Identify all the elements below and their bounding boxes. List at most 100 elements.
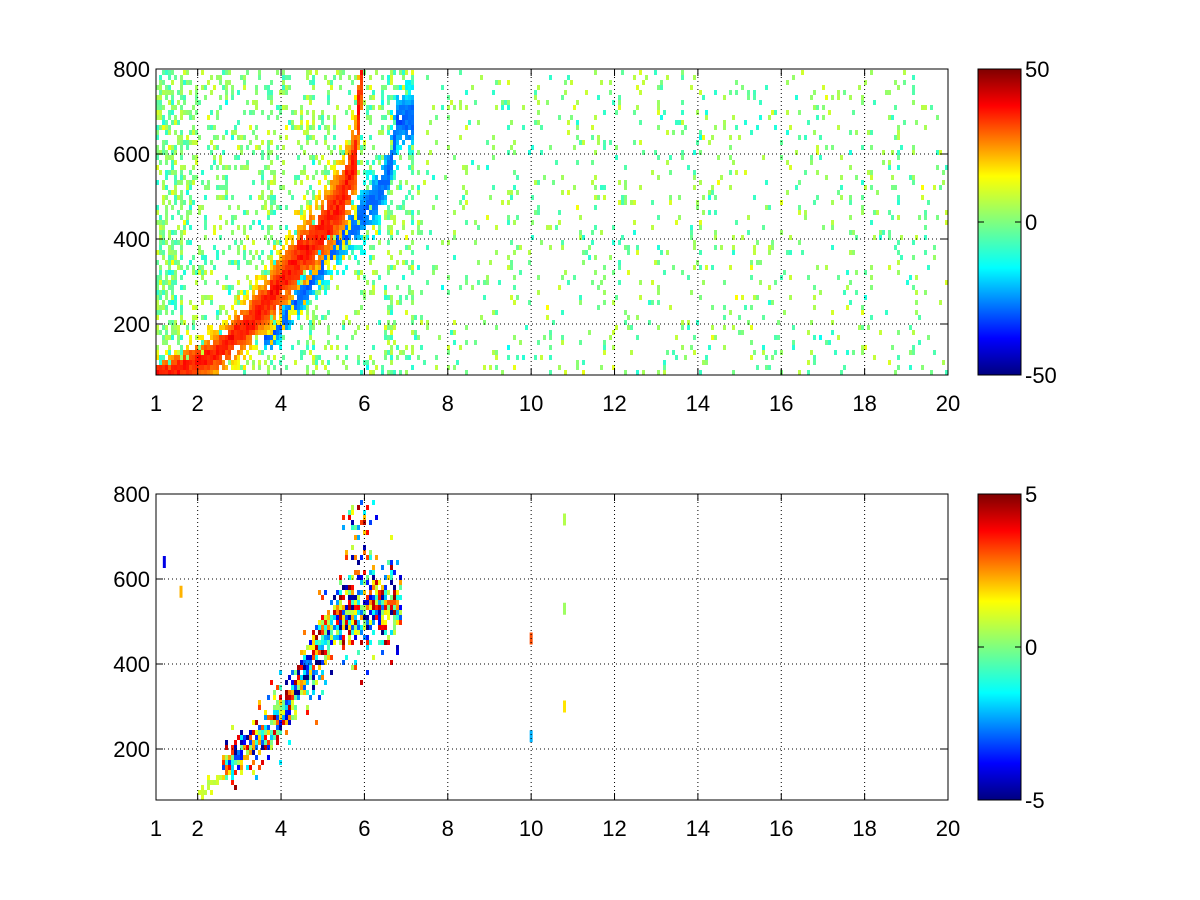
top-heatmap-cell bbox=[285, 320, 288, 325]
top-heatmap-cell bbox=[381, 180, 384, 185]
top-heatmap-cell bbox=[420, 345, 423, 350]
bottom-heatmap-cell bbox=[285, 710, 288, 715]
bottom-heatmap-cell bbox=[309, 670, 312, 675]
top-heatmap-cell bbox=[360, 80, 363, 85]
bottom-heatmap-cell bbox=[246, 735, 249, 740]
top-heatmap-cell bbox=[678, 195, 681, 200]
bottom-heatmap-cell bbox=[366, 605, 369, 610]
top-heatmap-cell bbox=[900, 235, 903, 240]
top-heatmap-cell bbox=[699, 220, 702, 225]
top-heatmap-cell bbox=[354, 170, 357, 175]
top-heatmap-cell bbox=[357, 195, 360, 200]
bottom-heatmap-cell bbox=[381, 600, 384, 605]
bottom-heatmap-cell bbox=[315, 670, 318, 675]
top-heatmap-cell bbox=[312, 135, 315, 140]
top-heatmap-cell bbox=[315, 195, 318, 200]
bottom-heatmap-cell bbox=[282, 720, 285, 725]
top-heatmap-cell bbox=[189, 260, 192, 265]
top-heatmap-cell bbox=[657, 300, 660, 305]
top-heatmap-cell bbox=[300, 355, 303, 360]
top-heatmap-cell bbox=[336, 160, 339, 165]
top-heatmap-cell bbox=[303, 270, 306, 275]
top-heatmap-cell bbox=[276, 240, 279, 245]
top-heatmap-cell bbox=[411, 170, 414, 175]
top-heatmap-cell bbox=[267, 320, 270, 325]
top-y-tick-label: 800 bbox=[113, 57, 150, 82]
bottom-heatmap-cell bbox=[354, 610, 357, 615]
top-heatmap-cell bbox=[591, 125, 594, 130]
bottom-heatmap-cell bbox=[399, 595, 402, 600]
top-heatmap-cell bbox=[264, 265, 267, 270]
bottom-heatmap-cell bbox=[285, 695, 288, 700]
top-heatmap-cell bbox=[195, 95, 198, 100]
bottom-heatmap-cell bbox=[294, 685, 297, 690]
bottom-heatmap-cell bbox=[333, 605, 336, 610]
top-heatmap-cell bbox=[255, 300, 258, 305]
top-heatmap-cell bbox=[303, 290, 306, 295]
top-heatmap-cell bbox=[819, 155, 822, 160]
top-heatmap-cell bbox=[168, 245, 171, 250]
top-heatmap-cell bbox=[243, 135, 246, 140]
bottom-heatmap-cell bbox=[297, 670, 300, 675]
top-heatmap-cell bbox=[285, 275, 288, 280]
bottom-heatmap-cell bbox=[342, 525, 345, 530]
bottom-heatmap-cell bbox=[279, 670, 282, 675]
top-heatmap-cell bbox=[204, 235, 207, 240]
top-heatmap-cell bbox=[159, 220, 162, 225]
top-heatmap-cell bbox=[297, 260, 300, 265]
top-heatmap-cell bbox=[282, 335, 285, 340]
top-heatmap-cell bbox=[252, 320, 255, 325]
top-heatmap-cell bbox=[159, 235, 162, 240]
top-heatmap-cell bbox=[198, 365, 201, 370]
bottom-heatmap-cell bbox=[216, 775, 219, 780]
top-heatmap-cell bbox=[291, 310, 294, 315]
bottom-heatmap-cell bbox=[366, 505, 369, 510]
top-heatmap-cell bbox=[156, 85, 159, 90]
top-heatmap-cell bbox=[300, 270, 303, 275]
top-heatmap-cell bbox=[384, 295, 387, 300]
top-heatmap-cell bbox=[234, 215, 237, 220]
top-heatmap-cell bbox=[756, 295, 759, 300]
top-heatmap-cell bbox=[288, 255, 291, 260]
top-heatmap-cell bbox=[387, 305, 390, 310]
top-heatmap-cell bbox=[258, 350, 261, 355]
top-heatmap-cell bbox=[228, 260, 231, 265]
top-heatmap-cell bbox=[162, 200, 165, 205]
top-heatmap-cell bbox=[216, 280, 219, 285]
top-heatmap-cell bbox=[411, 295, 414, 300]
top-heatmap-cell bbox=[348, 145, 351, 150]
bottom-heatmap-cell bbox=[351, 520, 354, 525]
top-heatmap-cell bbox=[300, 265, 303, 270]
top-heatmap-cell bbox=[282, 280, 285, 285]
top-heatmap-cell bbox=[390, 75, 393, 80]
top-heatmap-cell bbox=[582, 235, 585, 240]
bottom-heatmap-cell bbox=[252, 740, 255, 745]
top-heatmap-cell bbox=[210, 110, 213, 115]
top-heatmap-cell bbox=[942, 170, 945, 175]
top-heatmap-cell bbox=[207, 125, 210, 130]
top-heatmap-cell bbox=[231, 85, 234, 90]
top-heatmap-cell bbox=[195, 280, 198, 285]
top-heatmap-cell bbox=[159, 125, 162, 130]
top-heatmap-cell bbox=[714, 230, 717, 235]
top-heatmap-cell bbox=[333, 160, 336, 165]
bottom-heatmap-cell bbox=[297, 690, 300, 695]
top-heatmap-cell bbox=[381, 85, 384, 90]
top-heatmap-cell bbox=[168, 285, 171, 290]
top-heatmap-cell bbox=[195, 315, 198, 320]
top-heatmap-cell bbox=[192, 115, 195, 120]
top-heatmap-cell bbox=[261, 140, 264, 145]
top-heatmap-cell bbox=[390, 110, 393, 115]
top-heatmap-cell bbox=[612, 365, 615, 370]
top-heatmap-cell bbox=[201, 270, 204, 275]
top-heatmap-cell bbox=[213, 340, 216, 345]
top-heatmap-cell bbox=[180, 245, 183, 250]
top-heatmap-cell bbox=[180, 155, 183, 160]
top-heatmap-cell bbox=[717, 155, 720, 160]
top-heatmap-cell bbox=[753, 250, 756, 255]
bottom-heatmap-cell bbox=[360, 580, 363, 585]
bottom-heatmap-cell bbox=[276, 725, 279, 730]
top-heatmap-cell bbox=[321, 170, 324, 175]
top-heatmap-cell bbox=[279, 255, 282, 260]
top-heatmap-cell bbox=[171, 295, 174, 300]
